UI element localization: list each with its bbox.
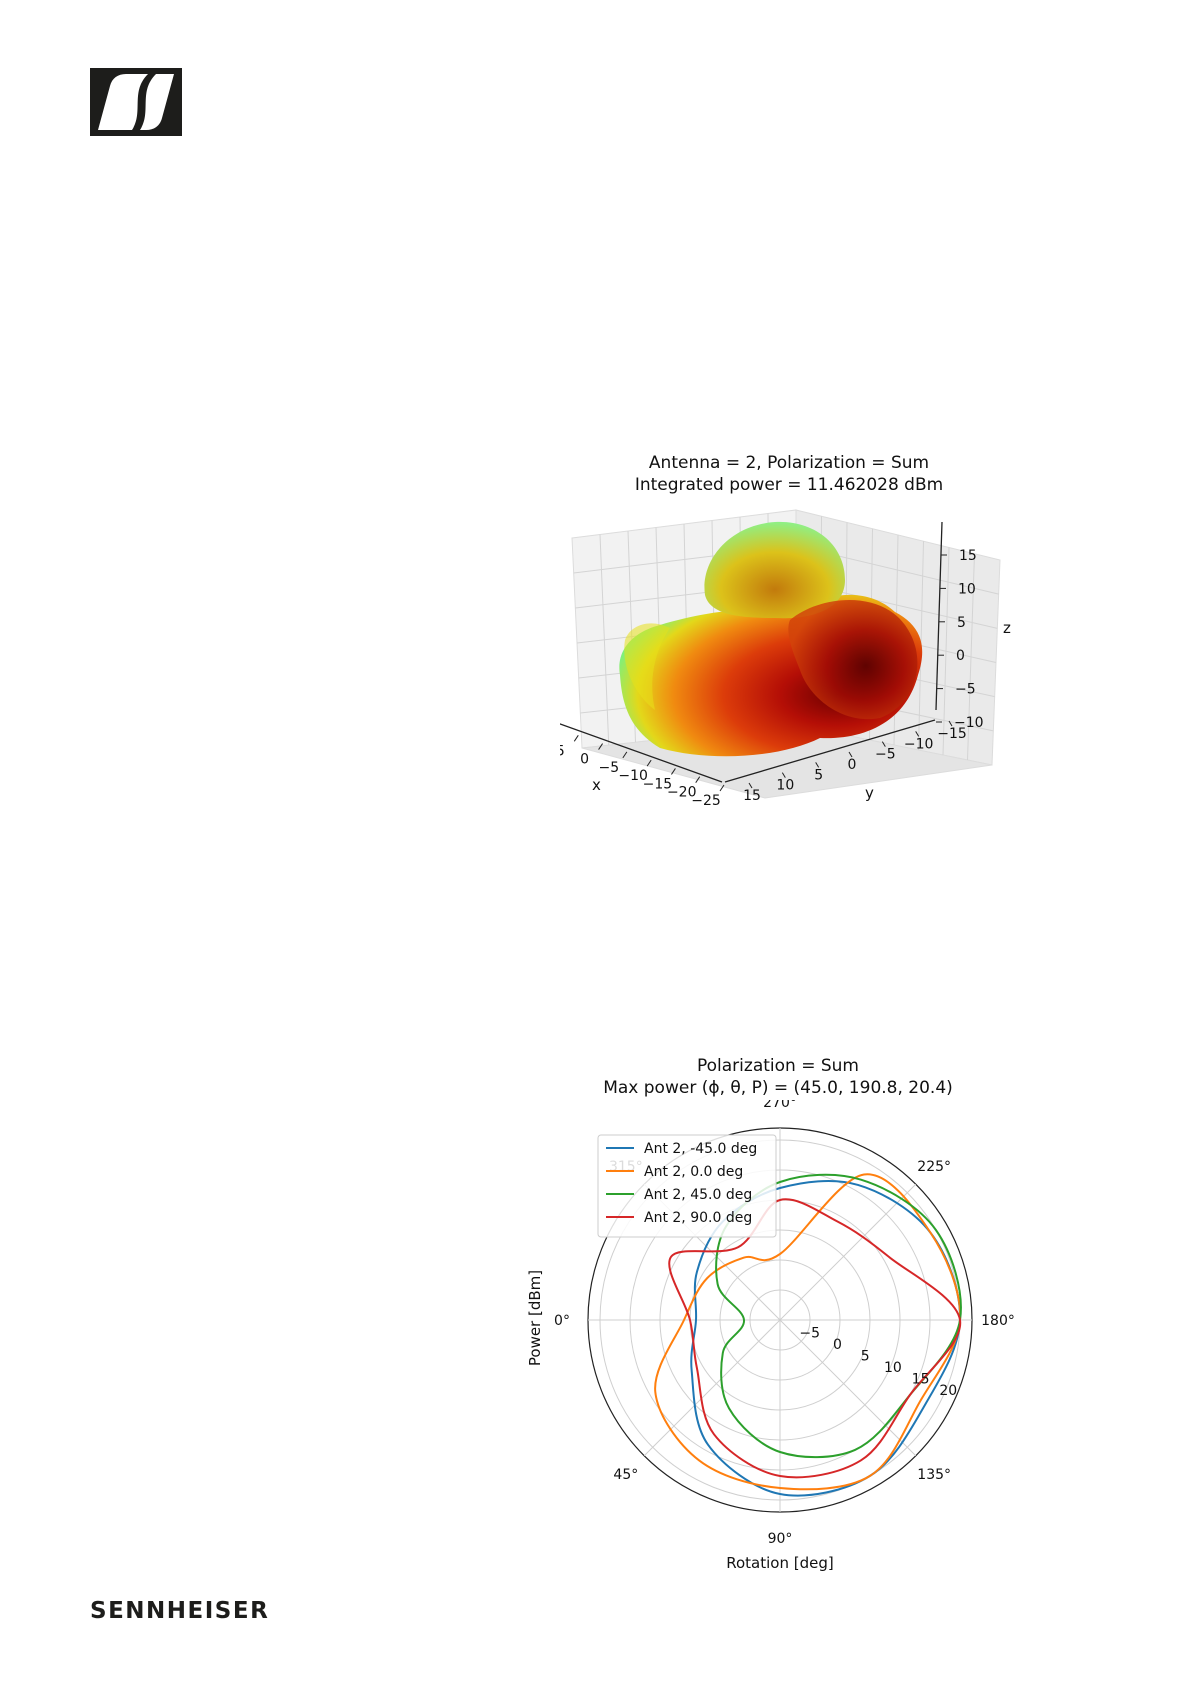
x-tick-label: −25 [691,793,721,809]
legend-label: Ant 2, 0.0 deg [644,1164,743,1180]
legend-label: Ant 2, 90.0 deg [644,1210,752,1226]
polar-power-chart: 0°45°90°135°180°225°270°315° −505101520 … [526,1100,1015,1572]
angle-label: 225° [917,1159,951,1175]
y-tick [948,720,953,727]
radial-tick-label: −5 [799,1325,820,1341]
y-tick [815,762,820,768]
z-tick-label: 10 [958,581,976,597]
x-axis-label: x [592,776,601,794]
polar-spoke [779,1183,917,1321]
z-axis-label: z [1003,619,1011,637]
radial-tick-label: 15 [912,1371,930,1387]
series-line [668,1198,962,1479]
x-tick-label: −15 [643,776,673,792]
radial-tick-label: 5 [861,1348,870,1364]
y-tick-label: 5 [814,767,823,783]
legend-box [597,1134,777,1238]
chart-legend: Ant 2, -45.0 deg Ant 2, 0.0 deg Ant 2, 45.… [597,1134,777,1238]
chart1-title-line2: Integrated power = 11.462028 dBm [634,475,944,495]
y-tick [881,741,886,747]
chart1-title-line1: Antenna = 2, Polarization = Sum [648,453,930,473]
y-tick [848,751,853,758]
radial-tick-label: 0 [833,1337,842,1353]
axis-ticks: 1050−5−10−15−20−25151050−5−10−15151050−5… [560,548,984,809]
angle-label: 0° [554,1313,570,1329]
sennheiser-logo-icon [90,68,182,136]
chart1-title: Antenna = 2, Polarization = Sum Integrat… [539,452,1039,496]
z-tick-label: −5 [955,682,976,698]
y-tick-label: −5 [875,747,896,763]
x-tick-label: −20 [667,785,697,801]
z-tick-label: −10 [954,715,984,731]
x-tick-label: 0 [580,752,589,768]
x-tick-label: −10 [618,768,648,784]
angle-label: 135° [917,1467,951,1483]
angle-label: 90° [768,1531,793,1547]
sennheiser-wordmark: SENNHEISER [90,1598,270,1624]
chart2-title: Polarization = Sum Max power (ϕ, θ, P) =… [528,1055,1028,1099]
z-tick-label: 0 [956,648,965,664]
legend-label: Ant 2, -45.0 deg [644,1141,757,1157]
y-tick [915,731,920,737]
chart2-title-line2: Max power (ϕ, θ, P) = (45.0, 190.8, 20.4… [603,1078,953,1098]
angle-label: 270° [763,1100,797,1111]
y-tick-label: −15 [937,726,967,742]
x-tick [622,751,628,759]
y-tick [781,772,786,778]
x-tick [573,735,579,742]
y-tick-label: 0 [848,757,857,773]
y-tick-label: 10 [776,778,794,794]
y-tick-label: 15 [743,788,761,804]
legend-label: Ant 2, 45.0 deg [644,1187,752,1203]
x-tick [646,759,652,767]
x-tick-label: −5 [599,760,620,776]
axis-lines [560,521,943,783]
x-tick [598,743,603,750]
radial-tick-label: 10 [884,1360,902,1376]
x-tick [719,784,725,792]
x-tick [695,776,701,783]
angle-label: 45° [613,1467,638,1483]
y-axis-label: y [865,784,874,802]
pattern-surface [619,521,923,757]
y-axis-label: Power [dBm] [526,1270,544,1366]
angle-label: 180° [981,1313,1015,1329]
z-tick-label: 15 [959,548,977,564]
polar-radial-ticks: −5 0 5 10 15 20 [799,1325,957,1398]
z-tick-label: 5 [957,615,966,631]
x-tick-label: 5 [560,743,565,759]
chart2-title-line1: Polarization = Sum [697,1056,859,1076]
radial-tick-label: 20 [939,1383,957,1399]
x-tick [671,768,676,775]
polar-spoke [779,1319,917,1457]
antenna-3d-surface-chart: 1050−5−10−15−20−25151050−5−10−15151050−5… [560,509,1011,809]
y-tick [748,782,753,789]
polar-spoke [643,1319,781,1457]
y-tick-label: −10 [904,736,934,752]
x-axis-label: Rotation [deg] [726,1554,833,1572]
